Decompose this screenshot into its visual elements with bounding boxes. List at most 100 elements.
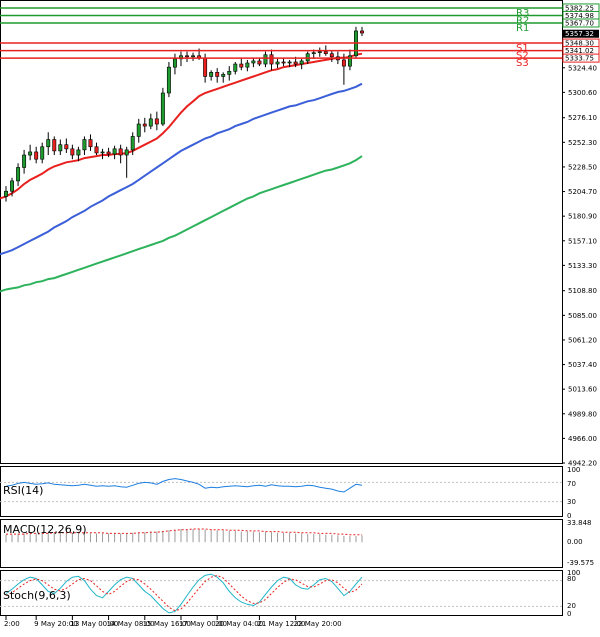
candle-body bbox=[88, 139, 93, 148]
price-tick-label: 5157.10 bbox=[568, 237, 597, 245]
candle-body bbox=[154, 118, 159, 125]
macd-tick-high: 33.848 bbox=[567, 519, 592, 527]
rsi-title: RSI(14) bbox=[3, 484, 43, 497]
candle-body bbox=[34, 151, 39, 160]
rsi-tick-30: 30 bbox=[567, 498, 576, 506]
level-name-s2: S2 bbox=[516, 51, 529, 62]
stoch-tick-80: 80 bbox=[567, 575, 576, 583]
candle-body bbox=[172, 58, 177, 68]
stoch-tick-20: 20 bbox=[567, 602, 576, 610]
time-tick-label: 13 May 00:00 bbox=[70, 620, 118, 628]
level-price-label-s1: 5348.30 bbox=[565, 40, 594, 48]
pivot-levels: 5382.25 R3 5374.98 R2 5367.70 R1 5348.30 S1 5341… bbox=[0, 3, 600, 69]
rsi-panel-frame bbox=[0, 466, 563, 517]
price-tick-label: 5061.20 bbox=[568, 336, 597, 344]
candle-body bbox=[28, 151, 33, 156]
candle-body bbox=[40, 146, 45, 160]
candle-body bbox=[22, 154, 27, 168]
price-tick-label: 4989.80 bbox=[568, 410, 597, 418]
candle-body bbox=[329, 53, 334, 58]
candle-body bbox=[347, 55, 352, 67]
level-name-s3: S3 bbox=[516, 58, 529, 69]
candle-body bbox=[70, 148, 75, 156]
time-tick-label: 2:00 bbox=[4, 620, 20, 628]
level-name-s1: S1 bbox=[516, 43, 529, 54]
candle-body bbox=[293, 61, 298, 65]
rsi-line bbox=[5, 478, 363, 493]
stoch-title: Stoch(9,6,3) bbox=[3, 589, 71, 602]
candle-body bbox=[215, 72, 220, 77]
time-tick-label: 20 May 04:00 bbox=[215, 620, 263, 628]
ma-mid-line bbox=[5, 82, 363, 254]
candle-body bbox=[203, 57, 208, 77]
candle-body bbox=[58, 144, 63, 152]
candle-body bbox=[179, 55, 183, 60]
candle-body bbox=[130, 136, 135, 151]
macd-tick-zero: 0.00 bbox=[567, 538, 583, 546]
price-tick-label: 5180.90 bbox=[568, 213, 597, 221]
candle-body bbox=[311, 52, 316, 55]
candle-body bbox=[185, 55, 189, 58]
rsi-tick-70: 70 bbox=[567, 480, 576, 488]
price-tick-label: 5228.50 bbox=[568, 163, 597, 171]
level-price-label-r1: 5367.70 bbox=[565, 19, 594, 27]
price-tick-label: 5204.70 bbox=[568, 188, 597, 196]
candle-body bbox=[148, 118, 153, 127]
candle-body bbox=[142, 123, 147, 127]
candle-body bbox=[166, 66, 171, 94]
rsi-panel bbox=[0, 478, 562, 503]
macd-signal-line bbox=[6, 528, 362, 536]
macd-panel bbox=[5, 528, 363, 543]
candle-body bbox=[287, 61, 292, 64]
candle-body bbox=[360, 30, 364, 34]
ma-slow-line bbox=[5, 155, 363, 291]
current-price-label: 5357.32 bbox=[565, 30, 594, 38]
candle-body bbox=[4, 190, 8, 197]
price-tick-label: 5085.00 bbox=[568, 312, 597, 320]
level-name-r3: R3 bbox=[516, 8, 529, 19]
candle-body bbox=[341, 59, 346, 67]
candle-body bbox=[245, 62, 250, 68]
candle-body bbox=[233, 63, 238, 72]
candle-body bbox=[263, 54, 268, 65]
rsi-tick-100: 100 bbox=[567, 466, 580, 474]
price-tick-label: 5300.60 bbox=[568, 89, 597, 97]
current-price-box bbox=[563, 29, 599, 38]
candle-body bbox=[227, 70, 232, 75]
price-tick-label: 5133.30 bbox=[568, 262, 597, 270]
macd-tick-low: -39.575 bbox=[567, 559, 594, 567]
candle-body bbox=[76, 149, 81, 156]
stoch-tick-100: 100 bbox=[567, 569, 580, 577]
ma-slow-line bbox=[0, 288, 7, 293]
stoch-tick-0: 0 bbox=[567, 610, 571, 618]
ma-fast-line bbox=[0, 195, 7, 200]
time-tick-label: 15 May 16:00 bbox=[143, 620, 191, 628]
price-tick-label: 5013.60 bbox=[568, 386, 597, 394]
candle-body bbox=[136, 123, 141, 137]
stoch-d-line bbox=[5, 574, 363, 612]
level-price-label-s3: 5333.75 bbox=[565, 55, 594, 63]
macd-panel-frame bbox=[0, 519, 563, 568]
candle-body bbox=[46, 139, 51, 148]
candle-body bbox=[10, 180, 14, 192]
price-axis: 5324.40 5300.60 5276.10 5252.30 5228.50 5204.… bbox=[562, 64, 597, 468]
candle-body bbox=[305, 53, 310, 62]
time-tick-label: 22 May 20:00 bbox=[294, 620, 342, 628]
candle-body bbox=[221, 74, 226, 77]
price-tick-label: 5108.80 bbox=[568, 287, 597, 295]
ma-mid-line bbox=[0, 251, 7, 256]
candle-body bbox=[118, 148, 123, 156]
candle-body bbox=[64, 144, 69, 150]
level-price-label-r3: 5382.25 bbox=[565, 4, 594, 12]
current-price-tag: 5357.32 bbox=[563, 29, 599, 38]
candle-body bbox=[52, 139, 57, 152]
candle-body bbox=[251, 60, 256, 64]
candle-body bbox=[323, 51, 328, 55]
candle-body bbox=[94, 146, 99, 154]
stoch-k-line bbox=[5, 573, 363, 614]
time-tick-label: 21 May 12:00 bbox=[257, 620, 305, 628]
time-tick-label: 14 May 08:00 bbox=[107, 620, 155, 628]
